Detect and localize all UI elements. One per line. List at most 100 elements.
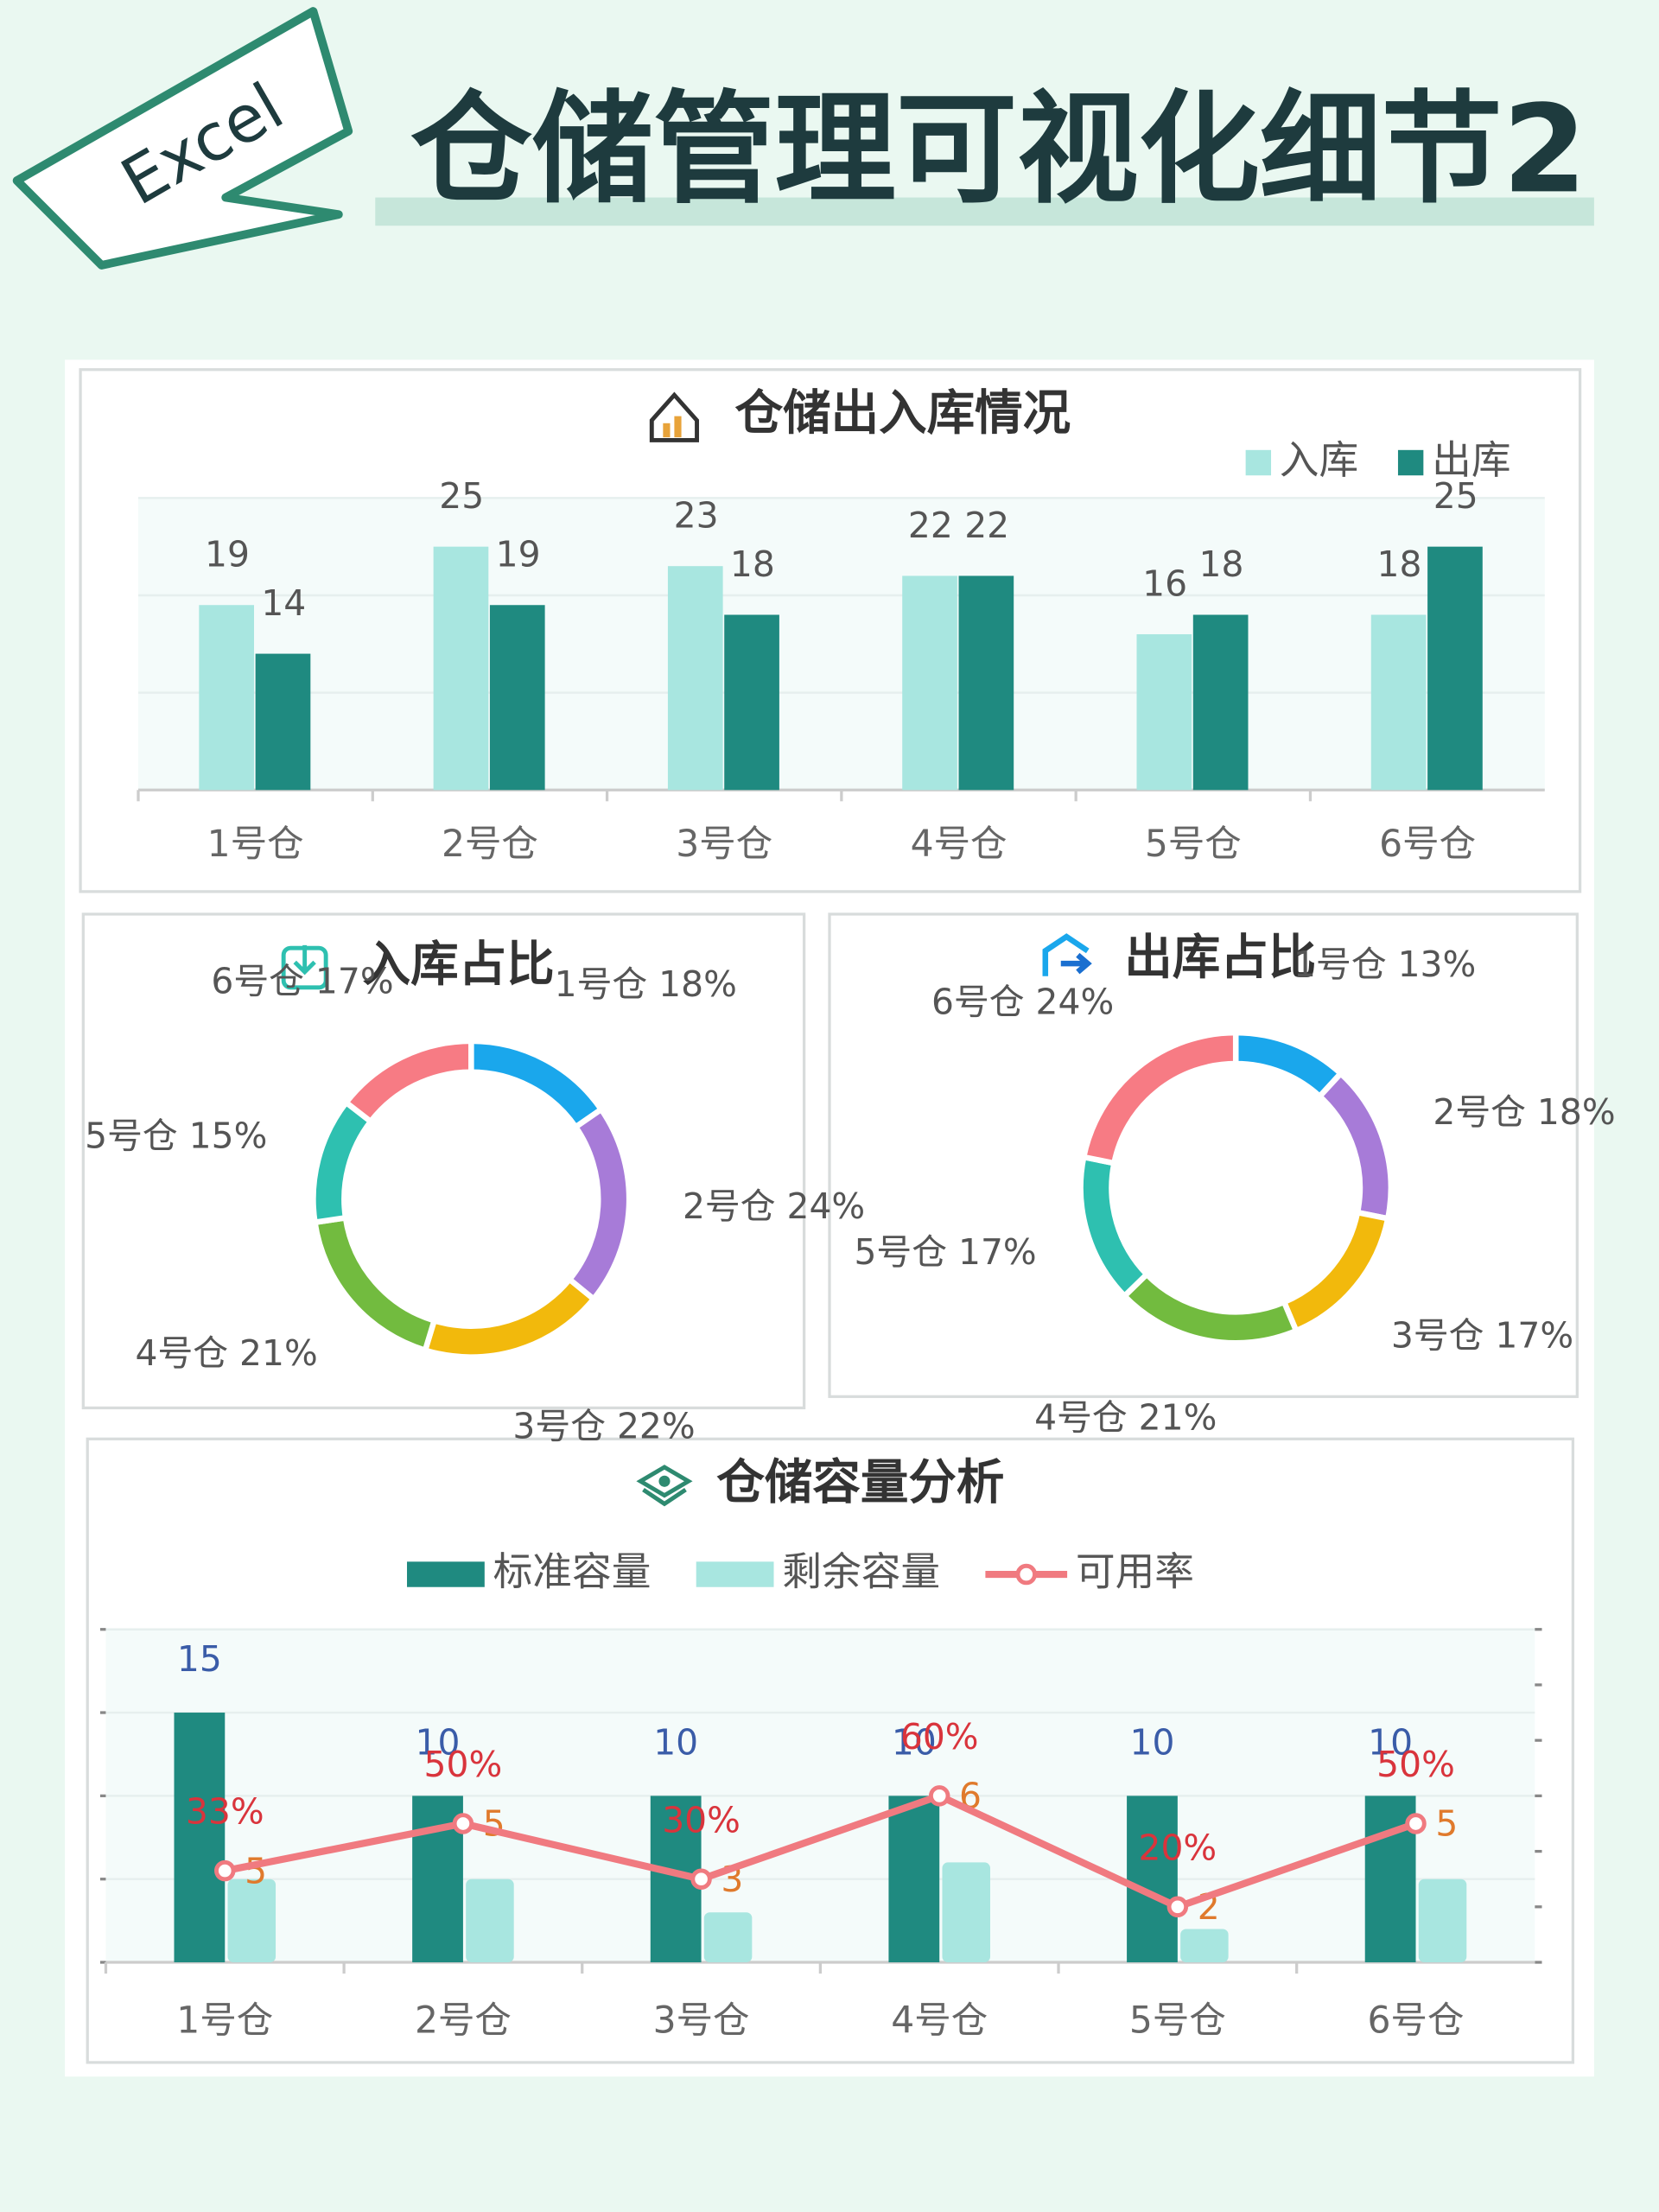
- data-label: 10: [1130, 1722, 1175, 1764]
- bar: [489, 605, 545, 791]
- label-category: 2号仓: [683, 1185, 776, 1227]
- data-label: 2号仓 18%: [1433, 1091, 1615, 1133]
- icon-home: [649, 391, 699, 442]
- line-point: [452, 1813, 474, 1834]
- line-point: [1166, 1896, 1189, 1918]
- bar: [466, 1878, 514, 1963]
- legend-label: 剩余容量: [782, 1549, 940, 1595]
- data-label: 5号仓 17%: [854, 1231, 1036, 1273]
- icon-shape: [649, 391, 699, 442]
- label-value: 15%: [189, 1116, 268, 1157]
- chart-title: 仓储容量分析: [716, 1454, 1004, 1510]
- chart-title: 仓储出入库情况: [735, 385, 1071, 442]
- donut-segment: [342, 1038, 474, 1126]
- legend-swatch: [1245, 449, 1272, 476]
- icon-shape: [636, 1465, 693, 1507]
- bar: [888, 1796, 940, 1963]
- x-tick-label: 6号仓: [1368, 2000, 1465, 2043]
- legend-swatch: [407, 1561, 485, 1587]
- label-category: 5号仓: [85, 1116, 178, 1157]
- x-tick-label: 2号仓: [442, 823, 538, 866]
- label-value: 17%: [958, 1231, 1037, 1273]
- data-label: 5号仓 15%: [85, 1116, 267, 1157]
- data-label: 6号仓 24%: [931, 981, 1114, 1022]
- bar: [255, 653, 311, 791]
- data-label: 18: [1199, 543, 1244, 585]
- label-value: 21%: [239, 1332, 318, 1374]
- label-category: 4号仓: [1034, 1397, 1128, 1439]
- icon-shape: [1042, 933, 1090, 976]
- data-label: 5: [483, 1803, 505, 1845]
- data-label: 1号仓 18%: [555, 963, 737, 1005]
- bar: [958, 575, 1014, 791]
- bar: [227, 1878, 276, 1963]
- data-label: 5: [1435, 1803, 1458, 1845]
- legend-label: 标准容量: [493, 1549, 652, 1595]
- legend-swatch: [696, 1561, 774, 1587]
- data-label: 1号仓 13%: [1294, 944, 1476, 985]
- label-value: 24%: [787, 1185, 866, 1227]
- line-point: [214, 1859, 236, 1882]
- data-label: 19: [205, 534, 250, 575]
- line-point: [1405, 1813, 1427, 1834]
- data-label: 14: [261, 582, 306, 624]
- data-label: 19: [496, 534, 541, 575]
- label-category: 3号仓: [512, 1405, 606, 1446]
- label-value: 18%: [658, 963, 737, 1005]
- label-category: 4号仓: [136, 1332, 229, 1374]
- x-tick-label: 4号仓: [891, 2000, 988, 2043]
- data-label: 10: [892, 1722, 937, 1764]
- data-label: 10: [416, 1722, 461, 1764]
- data-label: 33%: [186, 1791, 264, 1833]
- legend-marker: [1015, 1563, 1037, 1586]
- icon-in: [281, 944, 328, 990]
- label-category: 1号仓: [1294, 944, 1387, 985]
- data-label: 18: [730, 543, 775, 585]
- title-underline: [375, 197, 1594, 226]
- bar: [1192, 614, 1249, 791]
- data-label: 23: [674, 495, 719, 537]
- bar: [433, 546, 489, 791]
- data-label: 50%: [424, 1744, 503, 1785]
- x-tick-label: 1号仓: [176, 2000, 273, 2043]
- label-value: 17%: [315, 961, 394, 1002]
- data-label: 20%: [1139, 1827, 1217, 1868]
- legend-label: 可用率: [1076, 1549, 1194, 1595]
- data-label: 5: [245, 1850, 267, 1891]
- bar: [1127, 1796, 1178, 1963]
- data-label: 6号仓 17%: [211, 961, 393, 1002]
- legend-swatch: [1397, 449, 1424, 476]
- data-label: 15: [177, 1638, 222, 1680]
- data-label: 16: [1142, 563, 1187, 605]
- x-tick-label: 2号仓: [415, 2000, 512, 2043]
- label-category: 6号仓: [931, 981, 1025, 1022]
- label-value: 13%: [1398, 944, 1477, 985]
- data-label: 25: [1433, 475, 1478, 517]
- label-category: 2号仓: [1433, 1091, 1526, 1133]
- icon-shape: [663, 423, 671, 438]
- icon-out: [1042, 933, 1092, 976]
- label-value: 18%: [1537, 1091, 1616, 1133]
- plot-area: [138, 498, 1545, 791]
- data-label: 60%: [900, 1716, 979, 1758]
- badge-shape: [12, 7, 353, 270]
- bar: [174, 1713, 226, 1963]
- data-label: 2号仓 24%: [683, 1185, 865, 1227]
- label-value: 24%: [1036, 981, 1115, 1022]
- data-label: 3号仓 22%: [512, 1405, 695, 1446]
- bar: [1180, 1929, 1229, 1963]
- bar: [703, 1912, 753, 1963]
- label-category: 6号仓: [211, 961, 304, 1002]
- x-tick-label: 5号仓: [1145, 823, 1242, 866]
- data-label: 30%: [662, 1799, 741, 1840]
- bar: [1427, 546, 1483, 791]
- legend-label: 出库: [1432, 437, 1510, 483]
- chart-title: 入库占比: [363, 937, 555, 993]
- label-category: 1号仓: [555, 963, 648, 1005]
- line: [224, 1791, 1417, 1911]
- donut-segment: [1080, 1029, 1239, 1167]
- label-category: 3号仓: [1391, 1314, 1484, 1356]
- data-label: 25: [439, 475, 484, 517]
- data-label: 22: [908, 505, 953, 546]
